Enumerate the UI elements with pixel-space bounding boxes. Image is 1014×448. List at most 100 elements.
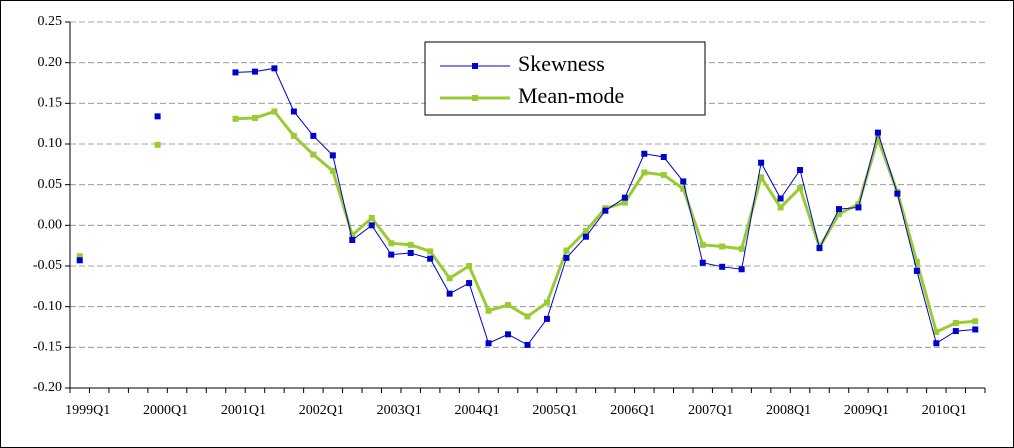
point bbox=[251, 114, 258, 121]
point bbox=[816, 245, 823, 252]
point bbox=[777, 204, 784, 211]
y-tick-label: 0.25 bbox=[38, 14, 63, 29]
point bbox=[349, 232, 356, 239]
point bbox=[874, 129, 881, 136]
point bbox=[407, 241, 414, 248]
legend-box bbox=[424, 41, 706, 116]
point bbox=[290, 132, 297, 139]
x-tick-label: 2003Q1 bbox=[377, 403, 422, 418]
point bbox=[563, 254, 570, 261]
point bbox=[699, 259, 706, 266]
point bbox=[563, 247, 570, 254]
point bbox=[738, 245, 745, 252]
point bbox=[582, 233, 589, 240]
point bbox=[738, 266, 745, 273]
point bbox=[310, 151, 317, 158]
point bbox=[621, 199, 628, 206]
point bbox=[758, 159, 765, 166]
x-tick-label: 2010Q1 bbox=[922, 403, 967, 418]
point bbox=[76, 257, 83, 264]
x-tick-label: 2004Q1 bbox=[455, 403, 500, 418]
point bbox=[329, 167, 336, 174]
point bbox=[368, 215, 375, 222]
point bbox=[660, 154, 667, 161]
point bbox=[641, 169, 648, 176]
point bbox=[641, 150, 648, 157]
y-tick-label: -0.20 bbox=[33, 380, 62, 395]
point bbox=[582, 228, 589, 235]
legend-label: Mean-mode bbox=[518, 83, 624, 108]
point bbox=[972, 326, 979, 333]
point bbox=[388, 240, 395, 247]
point bbox=[427, 255, 434, 262]
point bbox=[154, 113, 161, 120]
point bbox=[446, 275, 453, 282]
y-tick-label: 0.15 bbox=[38, 96, 63, 111]
point bbox=[680, 185, 687, 192]
point bbox=[543, 315, 550, 322]
point bbox=[777, 195, 784, 202]
point bbox=[913, 267, 920, 274]
point bbox=[446, 290, 453, 297]
x-tick-label: 2007Q1 bbox=[688, 403, 733, 418]
point bbox=[835, 206, 842, 213]
point bbox=[972, 318, 979, 325]
point bbox=[466, 280, 473, 287]
point bbox=[485, 340, 492, 347]
point bbox=[797, 184, 804, 191]
point bbox=[543, 299, 550, 306]
point bbox=[524, 313, 531, 320]
point bbox=[933, 328, 940, 335]
point bbox=[719, 263, 726, 270]
x-tick-label: 2002Q1 bbox=[299, 403, 344, 418]
point bbox=[271, 65, 278, 72]
legend-label: Skewness bbox=[518, 51, 605, 76]
y-tick-label: 0.20 bbox=[38, 55, 63, 70]
x-tick-label: 2008Q1 bbox=[766, 403, 811, 418]
point bbox=[232, 115, 239, 122]
x-tick-label: 1999Q1 bbox=[65, 403, 110, 418]
grid: -0.20 -0.15 -0.10 -0.05 0.00 0.05 0.10 0.15 0.20… bbox=[33, 14, 986, 418]
point bbox=[699, 241, 706, 248]
point bbox=[427, 248, 434, 255]
point bbox=[310, 132, 317, 139]
point bbox=[797, 167, 804, 174]
y-tick-label: 0.00 bbox=[38, 218, 63, 233]
x-tick-label: 2005Q1 bbox=[532, 403, 577, 418]
point bbox=[933, 340, 940, 347]
x-tick-label: 2006Q1 bbox=[610, 403, 655, 418]
point bbox=[894, 190, 901, 197]
point bbox=[76, 253, 83, 260]
point bbox=[913, 258, 920, 265]
point bbox=[505, 302, 512, 309]
point bbox=[621, 194, 628, 201]
y-tick-label: -0.15 bbox=[33, 340, 62, 355]
legend-marker bbox=[472, 63, 478, 69]
point bbox=[290, 108, 297, 115]
legend: Skewness Mean-mode bbox=[424, 41, 706, 116]
x-tick-label: 2000Q1 bbox=[143, 403, 188, 418]
y-tick-label: 0.05 bbox=[38, 177, 63, 192]
point bbox=[602, 207, 609, 214]
point bbox=[329, 152, 336, 159]
point bbox=[758, 174, 765, 181]
point bbox=[855, 204, 862, 211]
point bbox=[407, 249, 414, 256]
x-tick-label: 2001Q1 bbox=[221, 403, 266, 418]
point bbox=[952, 328, 959, 335]
legend-marker bbox=[472, 95, 478, 101]
point bbox=[271, 108, 278, 115]
point bbox=[349, 236, 356, 243]
point bbox=[485, 307, 492, 314]
plot-area bbox=[76, 65, 979, 348]
point bbox=[368, 222, 375, 229]
point bbox=[660, 171, 667, 178]
point bbox=[154, 141, 161, 148]
point bbox=[505, 331, 512, 338]
point bbox=[952, 319, 959, 326]
y-tick-label: -0.10 bbox=[33, 299, 62, 314]
point bbox=[680, 178, 687, 185]
point bbox=[466, 263, 473, 269]
